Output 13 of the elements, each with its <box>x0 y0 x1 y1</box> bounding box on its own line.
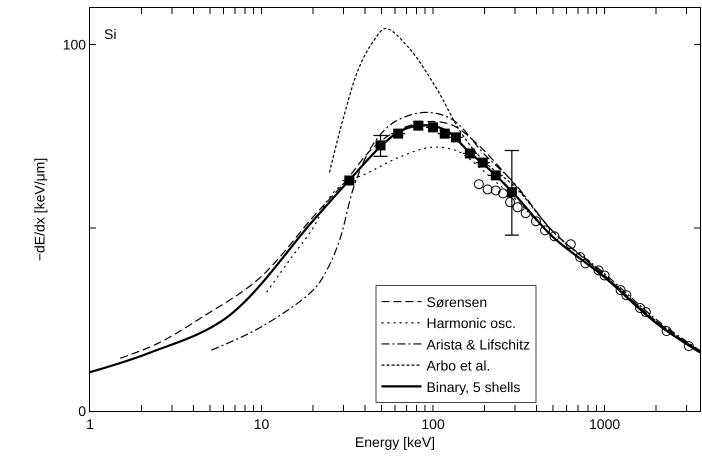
legend-label: Arbo et al. <box>426 358 490 374</box>
x-tick-label: 10 <box>254 416 270 432</box>
x-tick-label: 1 <box>86 416 94 432</box>
x-tick-label: 100 <box>421 416 445 432</box>
annotation: Si <box>104 26 116 42</box>
y-axis-title: −dE/dx [keV/μm] <box>31 158 48 262</box>
x-tick-label: 1000 <box>589 416 620 432</box>
legend-label: Arista & Lifschitz <box>426 336 530 352</box>
x-axis-title: Energy [keV] <box>354 434 436 450</box>
legend-label: Binary, 5 shells <box>426 378 520 395</box>
legend-label: Harmonic osc. <box>426 315 516 332</box>
legend-label: Sørensen <box>426 294 488 310</box>
y-tick-label: 0 <box>78 402 86 419</box>
